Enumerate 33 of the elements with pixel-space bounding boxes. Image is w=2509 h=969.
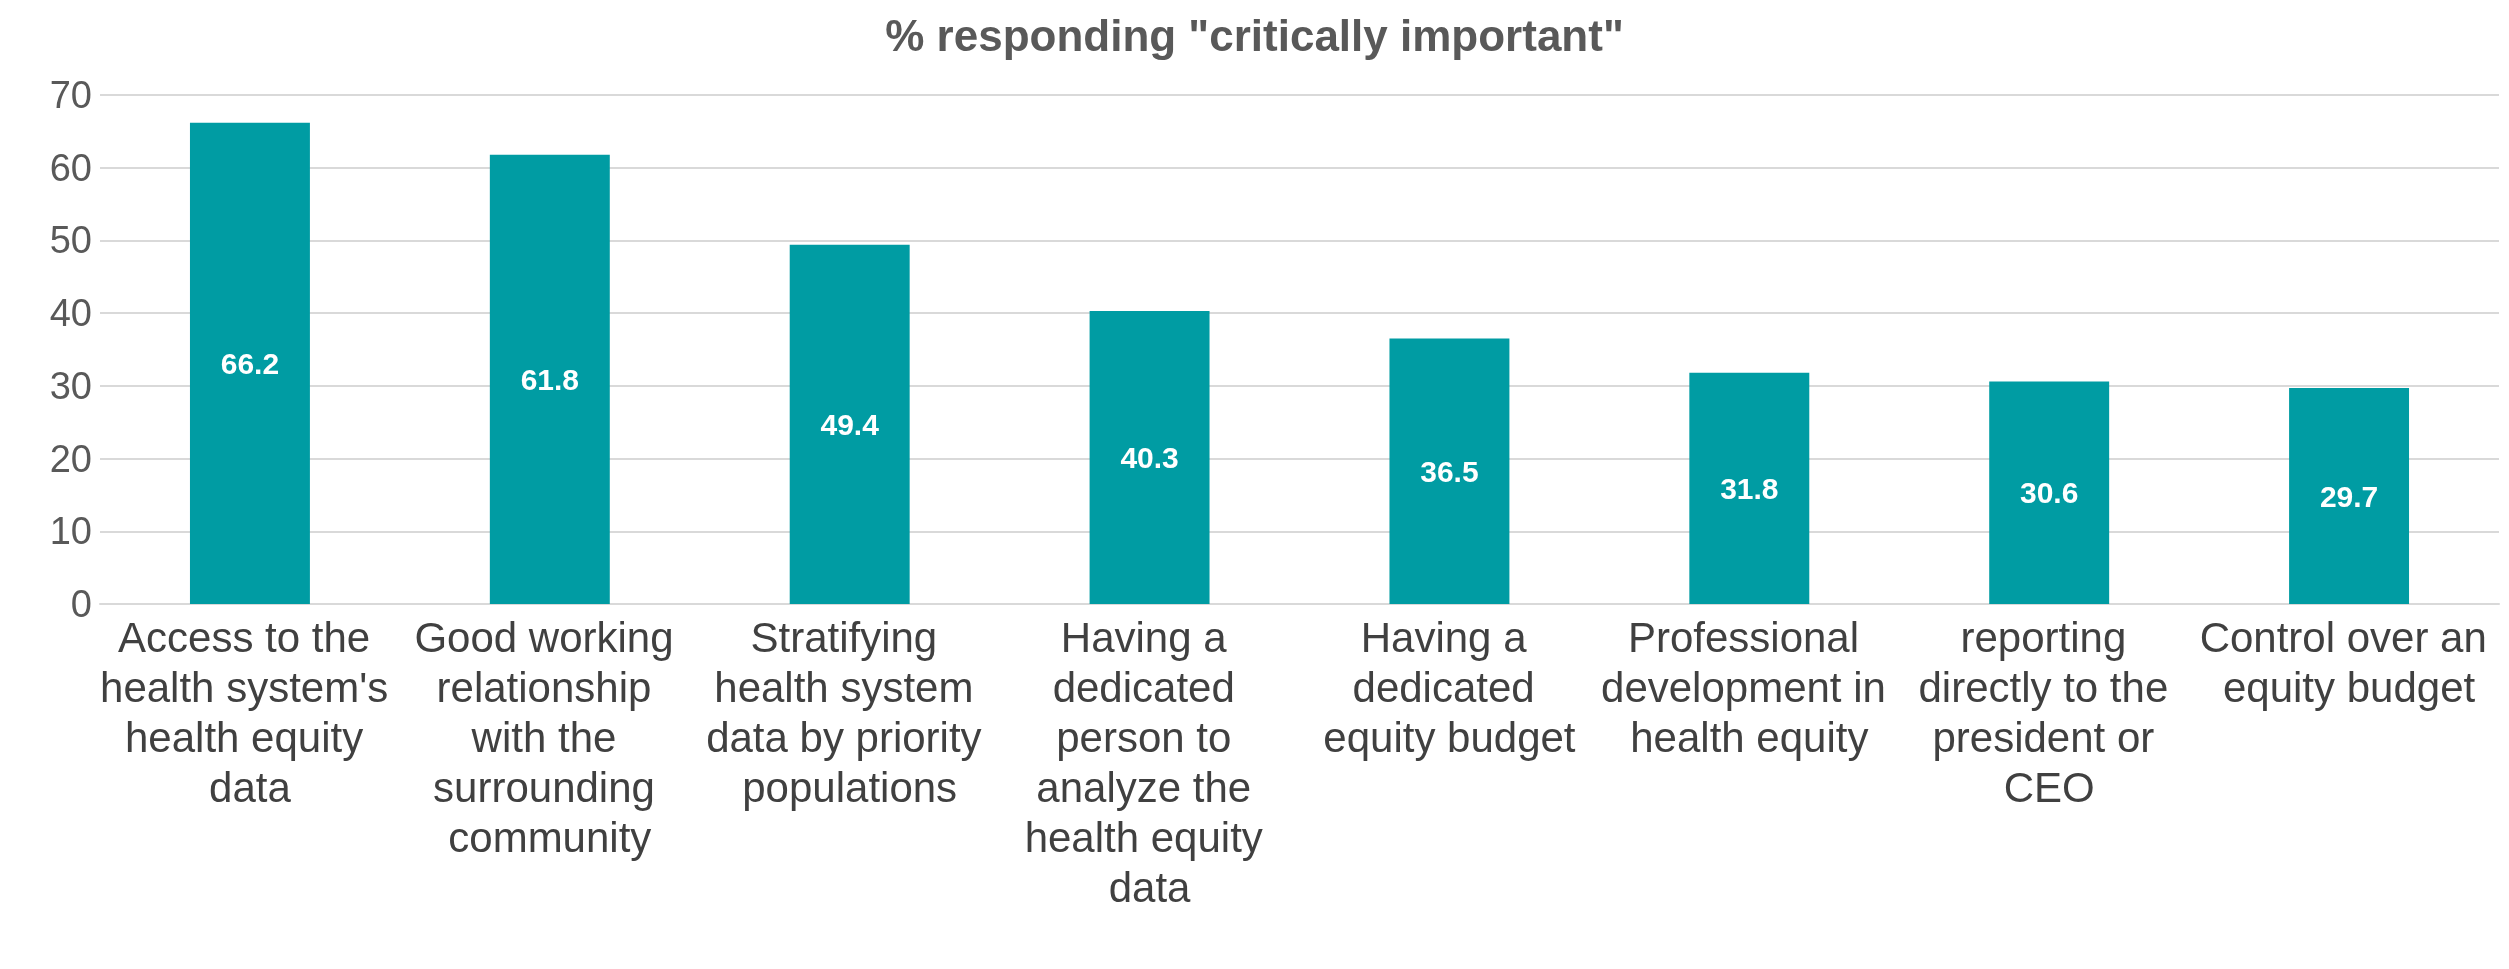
data-label: 29.7 xyxy=(2319,479,2379,513)
x-tick-label: Professional development in health equity xyxy=(1601,613,1898,761)
data-label: 40.3 xyxy=(1120,440,1179,474)
y-tick-label: 50 xyxy=(49,219,92,262)
y-tick-label: 20 xyxy=(49,437,92,480)
data-label: 31.8 xyxy=(1720,471,1779,505)
y-tick-label: 70 xyxy=(49,74,92,116)
data-label: 30.6 xyxy=(2019,476,2079,510)
data-label: 61.8 xyxy=(520,362,580,396)
bar xyxy=(1689,372,1810,604)
bar xyxy=(2289,388,2410,604)
bar xyxy=(1389,338,1510,604)
bar xyxy=(489,154,610,604)
x-tick-label: Good working relationship with the surrounding community xyxy=(414,613,686,861)
x-tick-label: Stratifying health system data by priority populations xyxy=(706,613,994,811)
y-tick-label: 30 xyxy=(49,364,92,407)
y-tick-label: 10 xyxy=(49,510,92,553)
data-label: 49.4 xyxy=(820,407,880,441)
y-tick-label: 60 xyxy=(49,146,92,189)
x-tick-label: Access to the health system's health equity data xyxy=(100,613,400,811)
bar xyxy=(789,244,910,604)
bar xyxy=(1989,381,2110,604)
x-tick-label: reporting directly to the president or CEO xyxy=(1918,613,2180,811)
bar xyxy=(1089,310,1210,604)
y-tick-label: 40 xyxy=(49,292,92,335)
x-tick-label: Having a dedicated equity budget xyxy=(1323,613,1576,761)
y-tick-label: 0 xyxy=(70,583,92,625)
bar xyxy=(189,122,310,604)
x-tick-label: Having a dedicated person to analyze the health equity data xyxy=(1024,613,1275,911)
x-tick-label: Control over an equity budget xyxy=(2199,613,2499,711)
chart-title: % responding "critically important" xyxy=(885,10,1624,60)
data-label: 36.5 xyxy=(1420,454,1479,488)
data-label: 66.2 xyxy=(220,346,280,380)
